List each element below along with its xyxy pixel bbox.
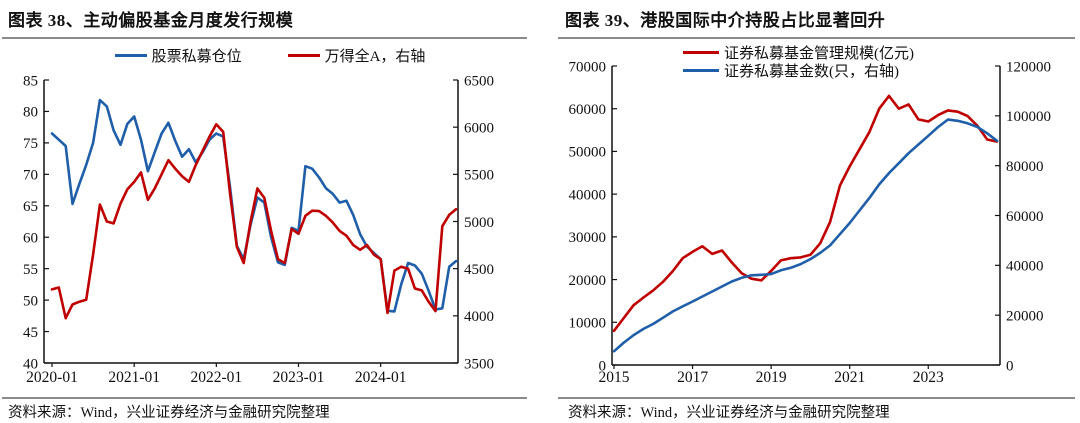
- right-axis-tick-label: 40000: [1006, 259, 1044, 275]
- legend-label: 股票私募仓位: [151, 49, 242, 65]
- left-axis-tick-label: 85: [23, 73, 38, 89]
- right-axis-tick-label: 80000: [1006, 159, 1044, 175]
- x-axis-tick-label: 2022-01: [191, 369, 243, 386]
- left-axis-tick-label: 30000: [569, 230, 607, 246]
- right-axis-tick-label: 20000: [1006, 308, 1044, 324]
- right-axis-tick-label: 6000: [464, 120, 494, 136]
- chart-39-title-divider: [558, 37, 1075, 39]
- series-line-0: [612, 94, 999, 333]
- left-axis-tick-label: 65: [23, 199, 38, 215]
- red-line-swatch: [287, 54, 320, 57]
- legend-item-fund-count: 证券私募基金数(只，右轴): [683, 60, 899, 81]
- x-axis-tick-label: 2021-01: [108, 369, 160, 386]
- legend-label: 万得全A，右轴: [324, 49, 426, 65]
- series-line-1: [50, 123, 458, 320]
- right-axis-tick-label: 100000: [1006, 109, 1051, 125]
- chart-38-canvas: 85 80 75 70 65 60 55 50 45 40 6500 6000 5500 5000 4500…: [23, 73, 494, 386]
- legend-item-wind-all-a: 万得全A，右轴: [287, 45, 426, 66]
- chart-38-source: 资料来源：Wind，兴业证券经济与金融研究院整理: [8, 405, 330, 421]
- x-axis-tick-label: 2019: [756, 369, 787, 386]
- blue-line-swatch: [683, 69, 719, 72]
- chart-39-title: 图表 39、港股国际中介持股占比显著回升: [565, 11, 886, 30]
- x-axis-tick-label: 2017: [677, 369, 708, 386]
- right-axis-tick-label: 5000: [464, 215, 494, 231]
- right-axis-tick-label: 4000: [464, 309, 494, 325]
- left-axis-tick-label: 10000: [569, 316, 607, 332]
- chart-39-legend-row1: 证券私募基金管理规模(亿元): [683, 42, 914, 63]
- legend-item-equity-position: 股票私募仓位: [114, 45, 242, 66]
- left-axis-tick-label: 40000: [569, 187, 607, 203]
- chart-38-panel: 图表 38、主动偏股基金月度发行规模 85 80 75 70 65 60 55 50 45 40 6…: [2, 11, 527, 421]
- chart-39-source-divider: [558, 397, 1075, 399]
- right-axis-tick-label: 4500: [464, 262, 494, 278]
- chart-39-panel: 图表 39、港股国际中介持股占比显著回升 70000 60000 50000 4000…: [540, 0, 1080, 423]
- chart-38-title: 图表 38、主动偏股基金月度发行规模: [8, 11, 294, 30]
- right-axis-tick-label: 120000: [1006, 59, 1051, 75]
- series-line-1: [612, 118, 999, 353]
- x-axis-tick-label: 2021: [834, 369, 865, 386]
- x-axis-tick-label: 2020-01: [26, 369, 78, 386]
- legend-label: 证券私募基金数(只，右轴): [724, 64, 899, 80]
- right-axis-tick-label: 6500: [464, 73, 494, 89]
- left-axis-tick-label: 75: [23, 136, 38, 152]
- right-axis-tick-label: 5500: [464, 168, 494, 184]
- chart-39-canvas: 7000060000500004000030000200001000001200…: [569, 59, 1052, 386]
- chart-38-title-divider: [2, 37, 527, 39]
- left-axis-tick-label: 45: [23, 325, 38, 341]
- left-axis-tick-label: 80: [23, 105, 38, 121]
- legend-item-fund-aum: 证券私募基金管理规模(亿元): [683, 42, 914, 63]
- right-axis-tick-label: 3500: [464, 356, 494, 372]
- left-axis-tick-label: 50000: [569, 145, 607, 161]
- left-axis-tick-label: 0: [599, 358, 607, 374]
- chart-38-legend: 股票私募仓位 万得全A，右轴: [44, 45, 496, 66]
- left-axis-tick-label: 40: [23, 356, 38, 372]
- left-axis-tick-label: 20000: [569, 273, 607, 289]
- legend-label: 证券私募基金管理规模(亿元): [724, 46, 914, 62]
- chart-39-source: 资料来源：Wind，兴业证券经济与金融研究院整理: [568, 405, 890, 421]
- right-axis-tick-label: 60000: [1006, 209, 1044, 225]
- red-line-swatch: [683, 51, 719, 54]
- left-axis-tick-label: 70000: [569, 59, 607, 75]
- left-axis-tick-label: 60000: [569, 102, 607, 118]
- left-axis-tick-label: 70: [23, 168, 38, 184]
- chart-39-legend-row2: 证券私募基金数(只，右轴): [683, 60, 899, 81]
- x-axis-tick-label: 2023: [913, 369, 944, 386]
- x-axis-tick-label: 2023-01: [273, 369, 325, 386]
- chart-38-source-divider: [2, 397, 527, 399]
- left-axis-tick-label: 50: [23, 293, 38, 309]
- x-axis-tick-label: 2015: [599, 369, 630, 386]
- left-axis-tick-label: 60: [23, 230, 38, 246]
- right-axis-tick-label: 0: [1006, 358, 1014, 374]
- x-axis-tick-label: 2024-01: [355, 369, 407, 386]
- blue-line-swatch: [114, 54, 147, 57]
- left-axis-tick-label: 55: [23, 262, 38, 278]
